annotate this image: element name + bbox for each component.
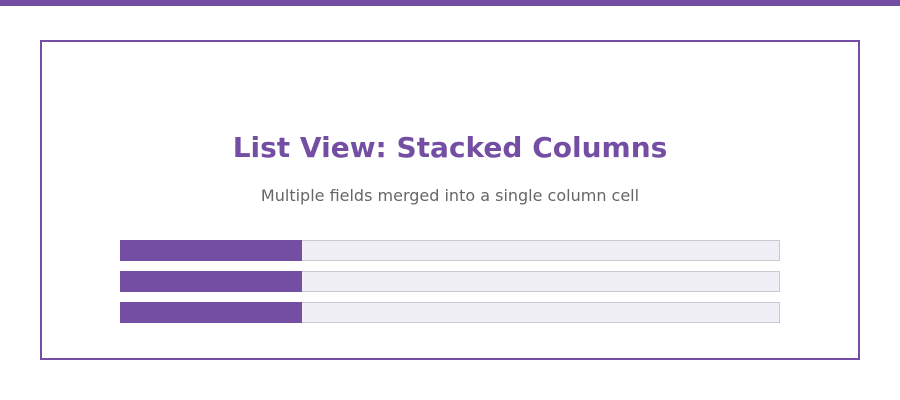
list-item (120, 302, 780, 323)
page-subtitle: Multiple fields merged into a single col… (260, 186, 640, 205)
list-item-fill (120, 271, 302, 292)
list-item-fill (120, 240, 302, 261)
card: List View: Stacked Columns Multiple fiel… (40, 40, 860, 360)
list-item-fill (120, 302, 302, 323)
list-item (120, 240, 780, 261)
top-accent-bar (0, 0, 900, 6)
stacked-rows-list (120, 240, 780, 333)
list-item (120, 271, 780, 292)
page-title: List View: Stacked Columns (232, 131, 668, 164)
